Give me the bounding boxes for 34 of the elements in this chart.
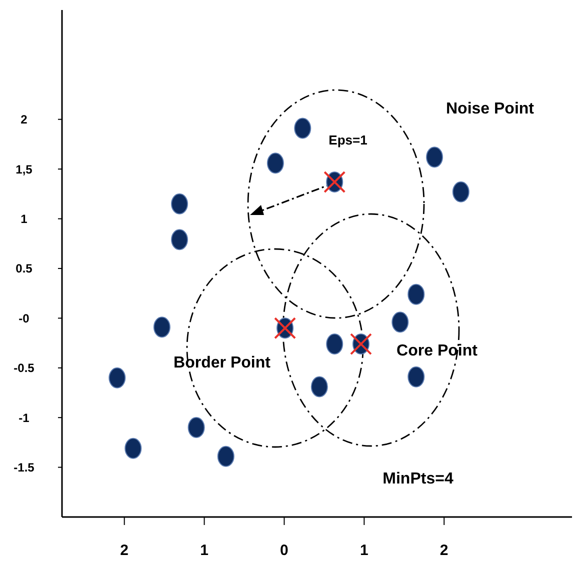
y-tick-label: -1.5 [14, 460, 35, 474]
x-tick-label: 1 [360, 542, 368, 559]
point [326, 334, 344, 355]
point [217, 446, 234, 467]
point [171, 229, 188, 250]
point [408, 366, 425, 388]
point [171, 193, 188, 214]
x-tick-label: 2 [440, 542, 448, 559]
point [392, 312, 409, 333]
point [266, 152, 284, 174]
point [188, 417, 205, 438]
point [452, 181, 470, 202]
y-tick-label: 2 [20, 112, 28, 127]
x-tick-label: 0 [280, 542, 288, 559]
y-tick-label: -0 [18, 311, 30, 326]
annotation: MinPts=4 [382, 470, 454, 488]
y-tick-label: -0.5 [14, 361, 35, 376]
y-tick-label: 0.5 [16, 262, 33, 276]
point [153, 316, 170, 338]
x-tick-label: 2 [120, 542, 129, 559]
point [124, 438, 142, 459]
y-tick-label: -1 [18, 410, 30, 425]
annotation: Core Point [396, 342, 478, 360]
point [108, 367, 126, 388]
point [408, 284, 425, 305]
y-tick-label: 1,5 [16, 162, 33, 176]
y-tick-label: 1 [20, 212, 28, 226]
annotation: Noise Point [446, 100, 535, 118]
point [310, 376, 328, 398]
point [426, 146, 444, 168]
x-tick-label: 1 [200, 542, 208, 559]
annotation: Eps=1 [328, 132, 368, 148]
annotation: Border Point [174, 354, 272, 372]
point [294, 118, 312, 139]
